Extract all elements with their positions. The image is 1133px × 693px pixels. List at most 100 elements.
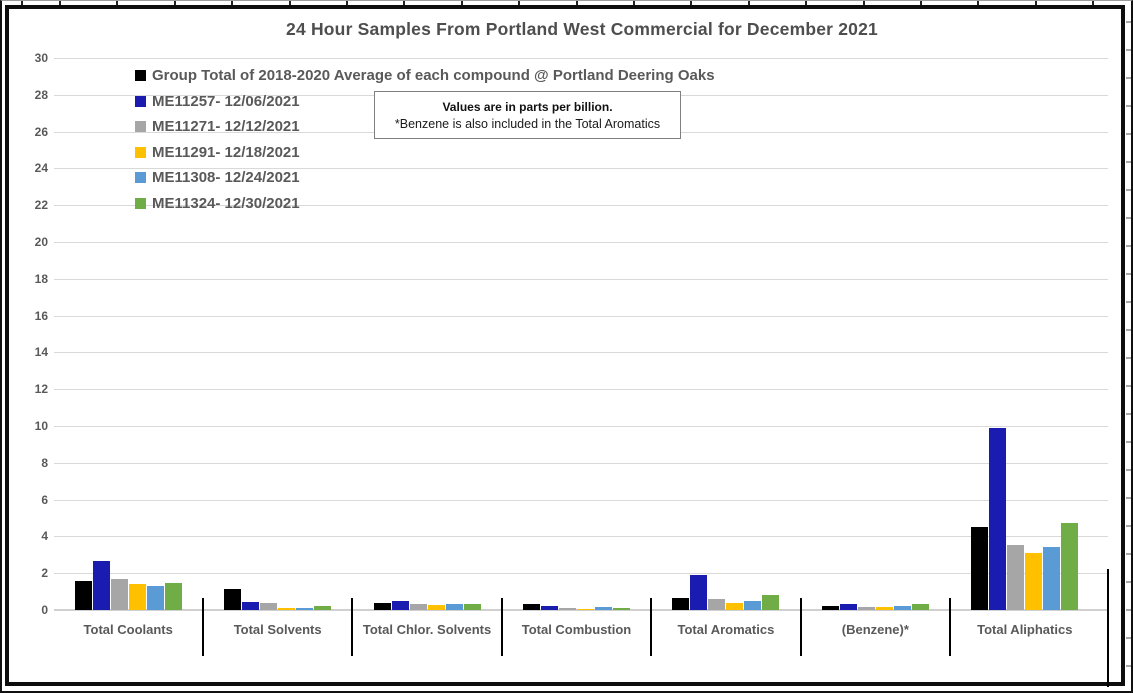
bar-total-chlor-solvents-series-0 xyxy=(373,602,391,610)
row-border-tick xyxy=(1126,189,1131,191)
legend-swatch-icon xyxy=(135,172,146,184)
y-gridline xyxy=(53,426,1108,427)
y-gridline xyxy=(53,573,1108,575)
y-gridline xyxy=(53,58,1108,59)
bar-total-combustion-series-3 xyxy=(577,609,594,610)
legend-swatch-icon xyxy=(135,95,146,107)
row-border-tick xyxy=(1126,553,1131,555)
category-divider-line xyxy=(201,598,204,656)
bar-total-chlor-solvents-series-5 xyxy=(463,603,481,610)
legend-label: ME11308- 12/24/2021 xyxy=(152,169,300,187)
bar-total-solvents-series-3 xyxy=(278,608,296,610)
column-border-tick xyxy=(690,1,693,5)
category-divider-line xyxy=(650,598,653,656)
legend-label: ME11257- 12/06/2021 xyxy=(152,92,300,110)
bar-total-aromatics-series-2 xyxy=(708,598,726,610)
row-border-tick xyxy=(1126,609,1131,611)
column-border-tick xyxy=(460,1,463,5)
column-border-tick xyxy=(231,1,234,5)
column-border-tick xyxy=(977,1,980,5)
legend-label: ME11291- 12/18/2021 xyxy=(152,143,300,161)
bar-total-solvents-series-1 xyxy=(242,601,260,610)
y-gridline xyxy=(53,242,1108,243)
column-border-tick xyxy=(21,1,23,5)
row-border-tick xyxy=(1126,301,1131,303)
annotation-benzene-text: *Benzene is also included in the Total A… xyxy=(394,116,661,131)
legend-swatch-icon xyxy=(135,197,146,209)
row-border-tick xyxy=(1126,413,1131,415)
x-axis-category-label: Total Combustion xyxy=(521,622,632,637)
row-border-tick xyxy=(1126,357,1131,359)
bar-total-combustion-series-0 xyxy=(523,604,540,610)
row-border-tick xyxy=(1126,497,1131,499)
bar-total-coolants-series-3 xyxy=(128,584,146,610)
bar-total-solvents-series-5 xyxy=(314,606,332,610)
row-border-tick xyxy=(1126,161,1131,163)
y-axis-tick-label: 28 xyxy=(34,87,48,102)
y-gridline xyxy=(53,462,1108,464)
bar-total-combustion-series-4 xyxy=(595,607,612,610)
column-border-tick xyxy=(575,1,578,5)
column-border-tick xyxy=(1034,1,1037,5)
y-gridline xyxy=(53,352,1108,354)
row-border-tick xyxy=(1126,105,1131,107)
row-border-tick xyxy=(1126,133,1131,135)
bar-total-coolants-series-0 xyxy=(74,580,92,610)
legend-swatch-icon xyxy=(135,121,146,133)
y-gridline xyxy=(53,499,1108,501)
row-border-tick xyxy=(1126,245,1131,247)
y-axis-tick-label: 12 xyxy=(34,382,48,397)
bar--benzene--series-0 xyxy=(821,606,839,610)
y-axis-tick-label: 30 xyxy=(34,51,48,65)
legend-label: Group Total of 2018-2020 Average of each… xyxy=(152,67,715,85)
column-border-tick xyxy=(862,1,865,5)
y-axis-tick-label: 10 xyxy=(34,419,48,433)
bar-total-chlor-solvents-series-1 xyxy=(391,600,409,610)
column-border-tick xyxy=(633,1,635,5)
bar--benzene--series-2 xyxy=(857,607,875,610)
x-axis-category-label: Total Aromatics xyxy=(677,622,775,637)
row-border-tick xyxy=(1126,217,1131,219)
column-border-tick xyxy=(288,1,291,5)
bar-total-aromatics-series-5 xyxy=(762,595,780,610)
row-border-tick xyxy=(1126,441,1131,443)
bar-total-coolants-series-1 xyxy=(92,561,110,610)
bar-total-combustion-series-1 xyxy=(541,606,558,610)
column-border-tick xyxy=(346,1,348,5)
y-gridline xyxy=(53,536,1108,538)
bar-total-aliphatics-series-2 xyxy=(1007,544,1025,610)
y-axis-tick-label: 24 xyxy=(34,161,48,176)
annotation-units-text: Values are in parts per billion. xyxy=(442,99,613,114)
y-gridline xyxy=(53,278,1108,280)
bar-total-aromatics-series-0 xyxy=(672,598,690,610)
category-divider-line xyxy=(799,598,802,656)
y-axis-tick-label: 6 xyxy=(41,492,48,507)
column-border-tick xyxy=(1092,1,1095,5)
x-axis-category-label: (Benzene)* xyxy=(841,622,909,637)
legend-swatch-icon xyxy=(135,70,146,82)
row-border-tick xyxy=(1126,49,1131,51)
y-axis-tick-label: 0 xyxy=(41,603,48,617)
row-border-tick xyxy=(1126,581,1131,583)
chart-title: 24 Hour Samples From Portland West Comme… xyxy=(286,19,878,39)
x-axis-category-label: Total Chlor. Solvents xyxy=(362,622,492,637)
bar-total-solvents-series-4 xyxy=(296,608,314,610)
bar-total-aliphatics-series-1 xyxy=(989,427,1007,610)
legend-item: ME11308- 12/24/2021 xyxy=(135,165,715,191)
legend-label: ME11271- 12/12/2021 xyxy=(152,118,300,136)
column-border-tick xyxy=(747,1,750,5)
column-border-tick xyxy=(116,1,119,5)
column-border-tick xyxy=(805,1,808,5)
category-divider-line xyxy=(949,598,952,656)
bar-total-coolants-series-5 xyxy=(164,583,182,610)
y-axis-tick-label: 18 xyxy=(34,271,48,286)
bar--benzene--series-5 xyxy=(911,604,929,610)
x-axis-category-label: Total Aliphatics xyxy=(977,622,1073,637)
y-axis-tick-label: 14 xyxy=(34,345,48,360)
legend-item: ME11257- 12/06/2021 xyxy=(135,89,715,115)
y-gridline xyxy=(53,168,1108,170)
y-axis-tick-label: 16 xyxy=(34,308,48,323)
bar-total-coolants-series-2 xyxy=(110,578,128,610)
y-gridline xyxy=(53,315,1108,317)
row-border-tick xyxy=(1126,385,1131,387)
